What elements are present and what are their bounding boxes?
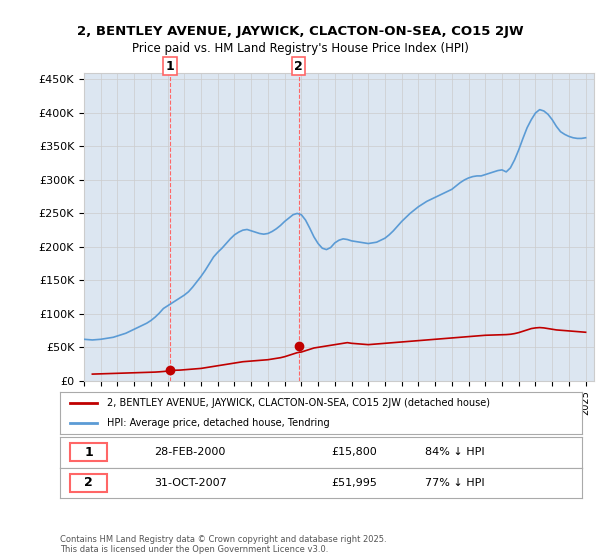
Text: 77% ↓ HPI: 77% ↓ HPI — [425, 478, 485, 488]
Text: 2, BENTLEY AVENUE, JAYWICK, CLACTON-ON-SEA, CO15 2JW: 2, BENTLEY AVENUE, JAYWICK, CLACTON-ON-S… — [77, 25, 523, 38]
FancyBboxPatch shape — [70, 474, 107, 492]
Text: 1: 1 — [166, 60, 175, 73]
Text: 1: 1 — [85, 446, 93, 459]
Text: HPI: Average price, detached house, Tendring: HPI: Average price, detached house, Tend… — [107, 418, 329, 428]
Text: 2, BENTLEY AVENUE, JAYWICK, CLACTON-ON-SEA, CO15 2JW (detached house): 2, BENTLEY AVENUE, JAYWICK, CLACTON-ON-S… — [107, 398, 490, 408]
Text: 31-OCT-2007: 31-OCT-2007 — [154, 478, 227, 488]
Text: Price paid vs. HM Land Registry's House Price Index (HPI): Price paid vs. HM Land Registry's House … — [131, 42, 469, 55]
Text: £15,800: £15,800 — [331, 447, 377, 457]
Text: £51,995: £51,995 — [331, 478, 377, 488]
Text: 28-FEB-2000: 28-FEB-2000 — [154, 447, 226, 457]
Text: 84% ↓ HPI: 84% ↓ HPI — [425, 447, 485, 457]
Text: 2: 2 — [85, 477, 93, 489]
Text: 2: 2 — [294, 60, 303, 73]
Text: Contains HM Land Registry data © Crown copyright and database right 2025.
This d: Contains HM Land Registry data © Crown c… — [60, 535, 386, 554]
FancyBboxPatch shape — [70, 443, 107, 461]
